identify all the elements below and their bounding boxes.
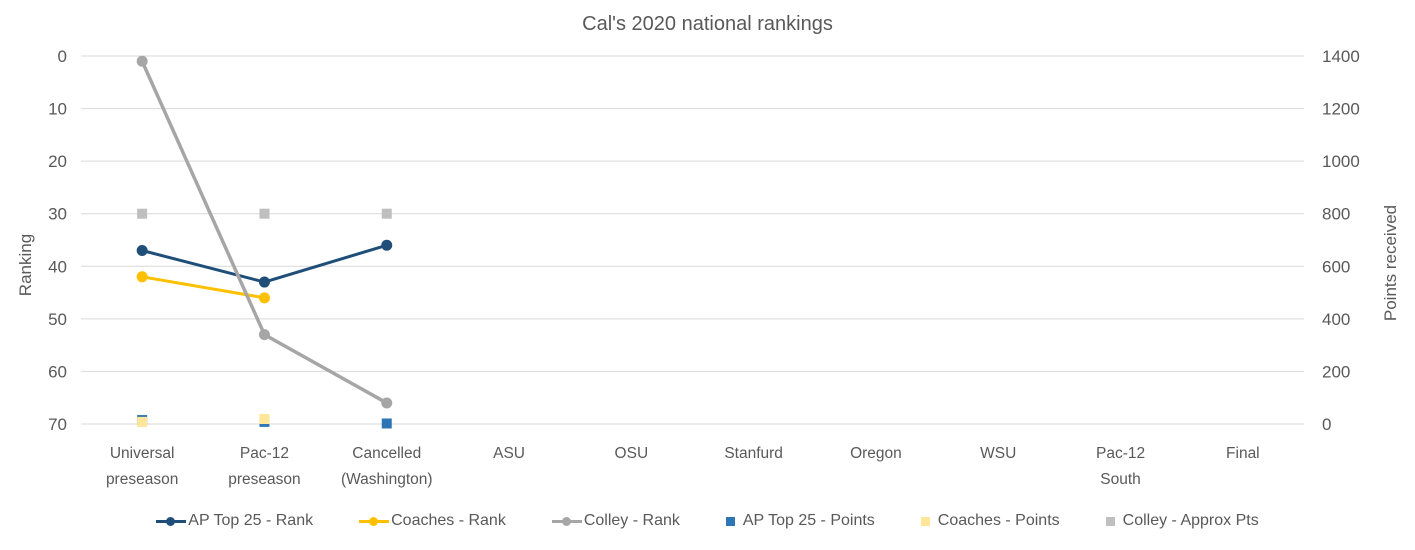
x-axis-label: WSU [980,445,1017,462]
right-axis-tick: 600 [1322,257,1350,276]
legend-square-marker [1105,516,1115,526]
left-axis-tick: 70 [48,415,67,434]
x-axis-label: Pac-12 South [1095,445,1146,488]
x-axis-label: OSU [614,445,649,462]
legend-label: Colley - Approx Pts [1122,512,1259,529]
legend-label: AP Top 25 - Rank [188,512,314,529]
data-point-square [381,418,392,429]
legend-label: Coaches - Rank [391,512,506,529]
x-axis-label: Pac-12 preseason [228,445,301,488]
left-axis-tick: 30 [48,205,67,224]
right-axis-tick: 400 [1322,310,1350,329]
x-axis-label: Cancelled (Washington) [340,445,433,488]
left-axis-tick: 0 [58,47,67,66]
left-axis-tick: 60 [48,362,67,381]
left-axis-tick: 20 [48,152,67,171]
data-point-circle [381,397,393,409]
legend-item-colley-approx-pts[interactable]: Colley - Approx Pts [1105,512,1259,530]
x-axis-label: ASU [493,445,525,462]
series-line [141,275,265,300]
data-point-square [381,208,392,219]
legend-line-marker [551,516,582,527]
x-axis-label: Universal preseason [105,445,179,488]
data-point-square [259,208,270,219]
data-point-circle [136,271,148,283]
x-axis-label: Oregon [850,445,902,462]
series-colley-rank [136,55,393,409]
data-point-square [259,414,270,425]
legend-item-coaches-rank[interactable]: Coaches - Rank [359,512,506,530]
right-axis-tick: 800 [1322,205,1350,224]
right-axis-tick: 1400 [1322,47,1360,66]
right-axis-tick: 1000 [1322,152,1360,171]
legend-line-marker [156,516,187,527]
legend-line-marker [359,516,390,527]
chart-title: Cal's 2020 national rankings [582,13,833,35]
data-point-circle [136,245,148,257]
data-point-square [137,208,148,219]
x-axis-label: Stanfurd [724,445,783,462]
legend-item-ap-top-25-points[interactable]: AP Top 25 - Points [725,512,875,530]
series-coaches-rank [136,271,270,304]
data-point-square [137,416,148,427]
left-axis-tick: 40 [48,257,67,276]
legend-item-colley-rank[interactable]: Colley - Rank [551,512,680,530]
series-ap-top-25-rank [136,239,393,288]
right-axis-tick: 0 [1322,415,1331,434]
data-point-circle [258,276,270,288]
series-line [141,243,388,284]
series-line [140,60,388,405]
left-axis-tick: 50 [48,310,67,329]
legend-label: Coaches - Points [937,512,1060,529]
data-point-circle [258,329,270,341]
legend-label: Colley - Rank [583,512,680,529]
legend-square-marker [920,516,930,526]
right-axis-tick: 1200 [1322,100,1360,119]
legend-item-coaches-points[interactable]: Coaches - Points [920,512,1060,530]
legend-label: AP Top 25 - Points [742,512,875,529]
legend-item-ap-top-25-rank[interactable]: AP Top 25 - Rank [156,512,313,530]
data-point-circle [136,55,148,67]
data-point-circle [258,292,270,304]
data-point-circle [381,239,393,251]
legend: AP Top 25 - Rank Coaches - Rank Colley - R… [0,512,1415,530]
series-coaches-points [137,414,270,427]
legend-square-marker [725,516,735,526]
left-axis-tick: 10 [48,100,67,119]
x-axis-label: Final [1226,445,1260,462]
right-axis-tick: 200 [1322,362,1350,381]
series-colley-approx-pts [137,208,392,219]
